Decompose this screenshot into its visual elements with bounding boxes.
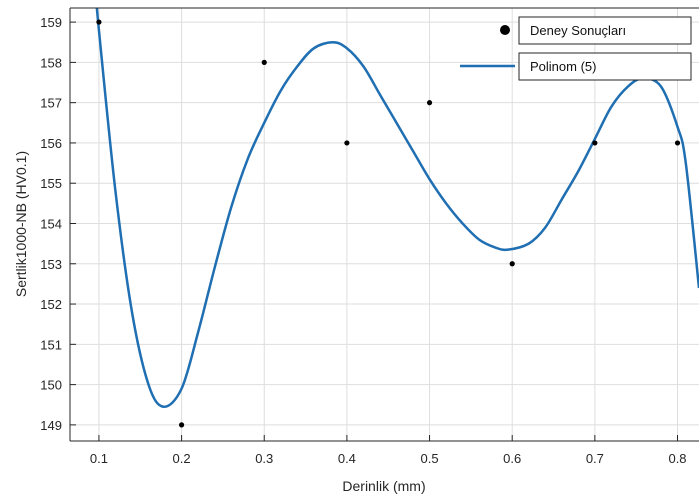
data-point bbox=[509, 261, 515, 267]
x-tick-label: 0.5 bbox=[421, 451, 439, 466]
data-point bbox=[178, 422, 185, 428]
data-point bbox=[674, 140, 681, 146]
x-tick-label: 0.8 bbox=[668, 451, 686, 466]
y-axis-title: Sertlik1000-NB (HV0.1) bbox=[13, 151, 29, 297]
y-tick-label: 154 bbox=[40, 216, 62, 231]
x-tick-label: 0.6 bbox=[503, 451, 521, 466]
legend: Deney Sonuçları Polinom (5) bbox=[460, 16, 692, 81]
data-point bbox=[592, 140, 598, 146]
data-point bbox=[344, 140, 350, 146]
x-tick-label: 0.3 bbox=[255, 451, 273, 466]
y-tick-label: 152 bbox=[40, 297, 62, 312]
data-point bbox=[96, 19, 102, 25]
y-tick-label: 157 bbox=[40, 96, 62, 111]
y-tick-label: 150 bbox=[40, 378, 62, 393]
y-tick-label: 151 bbox=[40, 337, 62, 352]
y-tick-label: 153 bbox=[40, 257, 62, 272]
legend-box-line bbox=[518, 52, 692, 81]
x-tick-label: 0.1 bbox=[90, 451, 108, 466]
x-tick-label: 0.7 bbox=[586, 451, 604, 466]
y-tick-label: 158 bbox=[40, 55, 62, 70]
legend-box-scatter bbox=[518, 16, 692, 45]
data-point bbox=[261, 59, 267, 65]
axes bbox=[69, 7, 699, 442]
x-axis-title: Derinlik (mm) bbox=[342, 478, 425, 494]
plot-layer bbox=[95, 8, 699, 428]
y-tick-label: 155 bbox=[40, 176, 62, 191]
legend-label-line: Polinom (5) bbox=[530, 59, 596, 74]
legend-marker-scatter bbox=[500, 25, 510, 35]
legend-label-scatter: Deney Sonuçları bbox=[530, 23, 626, 38]
y-tick-label: 156 bbox=[40, 136, 62, 151]
ticks: 0.1 0.2 0.3 0.4 0.5 0.6 0.7 0.8 149 150 151 152 153 1… bbox=[40, 15, 686, 466]
y-tick-label: 149 bbox=[40, 418, 62, 433]
x-tick-label: 0.4 bbox=[338, 451, 356, 466]
data-point bbox=[426, 100, 433, 106]
x-tick-label: 0.2 bbox=[173, 451, 191, 466]
y-tick-label: 159 bbox=[40, 15, 62, 30]
polynomial-fit-line bbox=[95, 8, 699, 409]
